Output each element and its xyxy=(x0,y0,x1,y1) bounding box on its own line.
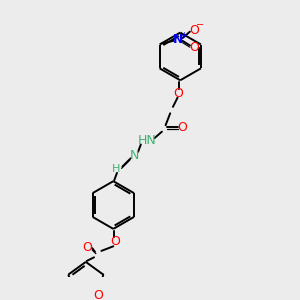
Text: O: O xyxy=(110,235,120,248)
Text: N: N xyxy=(130,149,139,162)
Text: O: O xyxy=(190,24,200,37)
Text: O: O xyxy=(177,122,187,134)
Text: N: N xyxy=(173,33,183,46)
Text: O: O xyxy=(190,41,200,54)
Text: O: O xyxy=(94,289,103,300)
Text: O: O xyxy=(83,241,93,254)
Text: +: + xyxy=(180,31,187,40)
Text: HN: HN xyxy=(138,134,157,147)
Text: O: O xyxy=(173,87,183,100)
Text: −: − xyxy=(196,20,204,30)
Text: H: H xyxy=(112,164,120,174)
